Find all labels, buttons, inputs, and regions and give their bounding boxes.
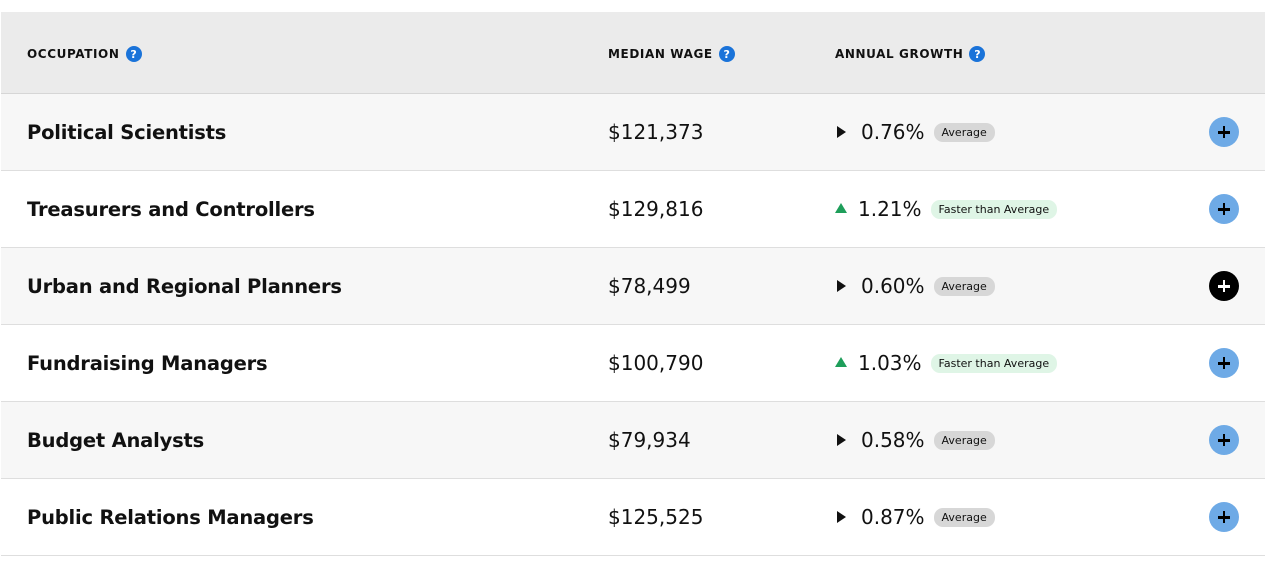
annual-growth-cell: 1.21% Faster than Average bbox=[835, 171, 1058, 247]
growth-rating-badge: Faster than Average bbox=[930, 353, 1058, 373]
table-header: OCCUPATION ? MEDIAN WAGE ? ANNUAL GROWTH… bbox=[1, 12, 1265, 94]
occupation-help-icon[interactable]: ? bbox=[125, 46, 142, 62]
median-wage-value: $79,934 bbox=[608, 428, 691, 452]
plus-icon bbox=[1218, 126, 1230, 138]
occupation-name[interactable]: Budget Analysts bbox=[27, 428, 205, 452]
occupation-name[interactable]: Urban and Regional Planners bbox=[27, 274, 342, 298]
median-wage-header-label: MEDIAN WAGE bbox=[608, 47, 713, 61]
expand-row-button[interactable] bbox=[1209, 271, 1239, 301]
occupation-column-header: OCCUPATION ? bbox=[27, 46, 142, 62]
annual-growth-cell: 0.60% Average bbox=[835, 248, 995, 324]
median-wage-value: $100,790 bbox=[608, 351, 704, 375]
triangle-right-icon bbox=[837, 434, 846, 446]
growth-rating-badge: Average bbox=[933, 276, 995, 296]
table-row[interactable]: Urban and Regional Planners $78,499 0.60% A… bbox=[1, 248, 1265, 325]
occupation-table: OCCUPATION ? MEDIAN WAGE ? ANNUAL GROWTH… bbox=[1, 12, 1265, 556]
annual-growth-cell: 0.76% Average bbox=[835, 94, 995, 170]
table-row[interactable]: Fundraising Managers $100,790 1.03% Faster … bbox=[1, 325, 1265, 402]
triangle-right-icon bbox=[837, 126, 846, 138]
table-body: Political Scientists $121,373 0.76% Average… bbox=[1, 94, 1265, 556]
table-row[interactable]: Treasurers and Controllers $129,816 1.21% F… bbox=[1, 171, 1265, 248]
expand-row-button[interactable] bbox=[1209, 425, 1239, 455]
annual-growth-value: 0.76% bbox=[861, 120, 925, 144]
growth-rating-badge: Faster than Average bbox=[930, 199, 1058, 219]
plus-icon bbox=[1218, 357, 1230, 369]
growth-rating-badge: Average bbox=[933, 430, 995, 450]
triangle-right-icon bbox=[837, 280, 846, 292]
plus-icon bbox=[1218, 434, 1230, 446]
table-row[interactable]: Budget Analysts $79,934 0.58% Average bbox=[1, 402, 1265, 479]
annual-growth-value: 1.21% bbox=[858, 197, 922, 221]
occupation-name[interactable]: Fundraising Managers bbox=[27, 351, 268, 375]
table-row[interactable]: Political Scientists $121,373 0.76% Average bbox=[1, 94, 1265, 171]
median-wage-column-header: MEDIAN WAGE ? bbox=[608, 46, 735, 62]
expand-row-button[interactable] bbox=[1209, 194, 1239, 224]
median-wage-help-icon[interactable]: ? bbox=[718, 46, 735, 62]
median-wage-value: $129,816 bbox=[608, 197, 704, 221]
annual-growth-cell: 0.87% Average bbox=[835, 479, 995, 555]
table-row[interactable]: Public Relations Managers $125,525 0.87% Av… bbox=[1, 479, 1265, 556]
plus-icon bbox=[1218, 203, 1230, 215]
triangle-up-icon bbox=[835, 357, 847, 367]
occupation-name[interactable]: Public Relations Managers bbox=[27, 505, 314, 529]
plus-icon bbox=[1218, 511, 1230, 523]
annual-growth-help-icon[interactable]: ? bbox=[969, 46, 986, 62]
annual-growth-value: 0.60% bbox=[861, 274, 925, 298]
annual-growth-column-header: ANNUAL GROWTH ? bbox=[835, 46, 986, 62]
annual-growth-value: 0.58% bbox=[861, 428, 925, 452]
occupation-header-label: OCCUPATION bbox=[27, 47, 120, 61]
median-wage-value: $78,499 bbox=[608, 274, 691, 298]
occupation-name[interactable]: Political Scientists bbox=[27, 120, 227, 144]
growth-rating-badge: Average bbox=[933, 122, 995, 142]
plus-icon bbox=[1218, 280, 1230, 292]
annual-growth-value: 0.87% bbox=[861, 505, 925, 529]
expand-row-button[interactable] bbox=[1209, 117, 1239, 147]
annual-growth-header-label: ANNUAL GROWTH bbox=[835, 47, 964, 61]
annual-growth-cell: 0.58% Average bbox=[835, 402, 995, 478]
median-wage-value: $121,373 bbox=[608, 120, 704, 144]
occupation-name[interactable]: Treasurers and Controllers bbox=[27, 197, 315, 221]
annual-growth-value: 1.03% bbox=[858, 351, 922, 375]
annual-growth-cell: 1.03% Faster than Average bbox=[835, 325, 1058, 401]
median-wage-value: $125,525 bbox=[608, 505, 704, 529]
expand-row-button[interactable] bbox=[1209, 502, 1239, 532]
triangle-right-icon bbox=[837, 511, 846, 523]
growth-rating-badge: Average bbox=[933, 507, 995, 527]
expand-row-button[interactable] bbox=[1209, 348, 1239, 378]
triangle-up-icon bbox=[835, 203, 847, 213]
